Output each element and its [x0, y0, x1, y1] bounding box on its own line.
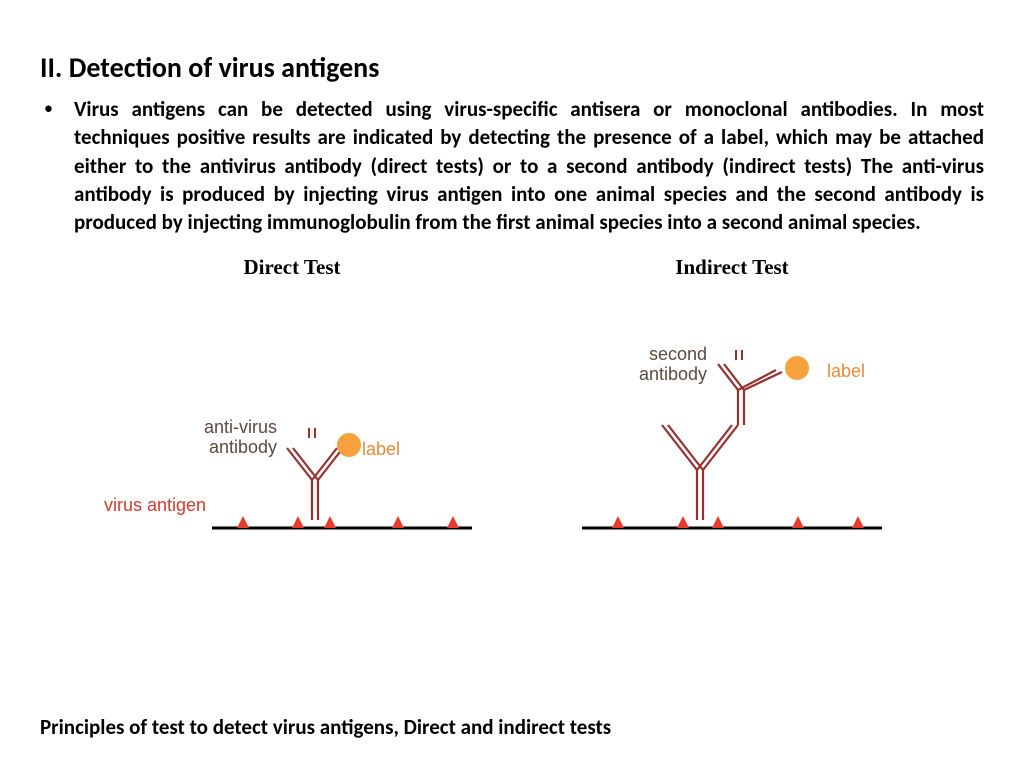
primary-antibody-icon	[662, 425, 738, 520]
second-antibody-label: second antibody	[639, 345, 707, 385]
label-circle-icon	[785, 356, 809, 380]
direct-test-panel: Direct Test anti-virus antibody label vi…	[102, 255, 482, 570]
label-circle-icon	[337, 433, 361, 457]
secondary-antibody-icon	[718, 350, 782, 425]
figure-caption: Principles of test to detect virus antig…	[40, 714, 611, 740]
label-text-direct: label	[362, 440, 400, 460]
label-text-indirect: label	[827, 362, 865, 382]
bullet-item: • Virus antigens can be detected using v…	[40, 95, 984, 237]
direct-test-svg	[102, 340, 482, 570]
indirect-test-title: Indirect Test	[542, 255, 922, 280]
indirect-test-panel: Indirect Test second antibody label	[542, 255, 922, 570]
antigen-triangles	[237, 516, 459, 528]
bullet-dot: •	[40, 95, 74, 237]
bullet-text: Virus antigens can be detected using vir…	[74, 95, 984, 237]
indirect-test-diagram: second antibody label	[542, 340, 922, 570]
anti-virus-antibody-label: anti-virus antibody	[204, 418, 277, 458]
antigen-triangles	[612, 516, 864, 528]
page-title: II. Detection of virus antigens	[40, 50, 984, 85]
antibody-icon	[287, 428, 343, 520]
slide: II. Detection of virus antigens • Virus …	[0, 0, 1024, 768]
diagram-row: Direct Test anti-virus antibody label vi…	[40, 255, 984, 570]
direct-test-title: Direct Test	[102, 255, 482, 280]
virus-antigen-label: virus antigen	[104, 496, 206, 516]
direct-test-diagram: anti-virus antibody label virus antigen	[102, 340, 482, 570]
